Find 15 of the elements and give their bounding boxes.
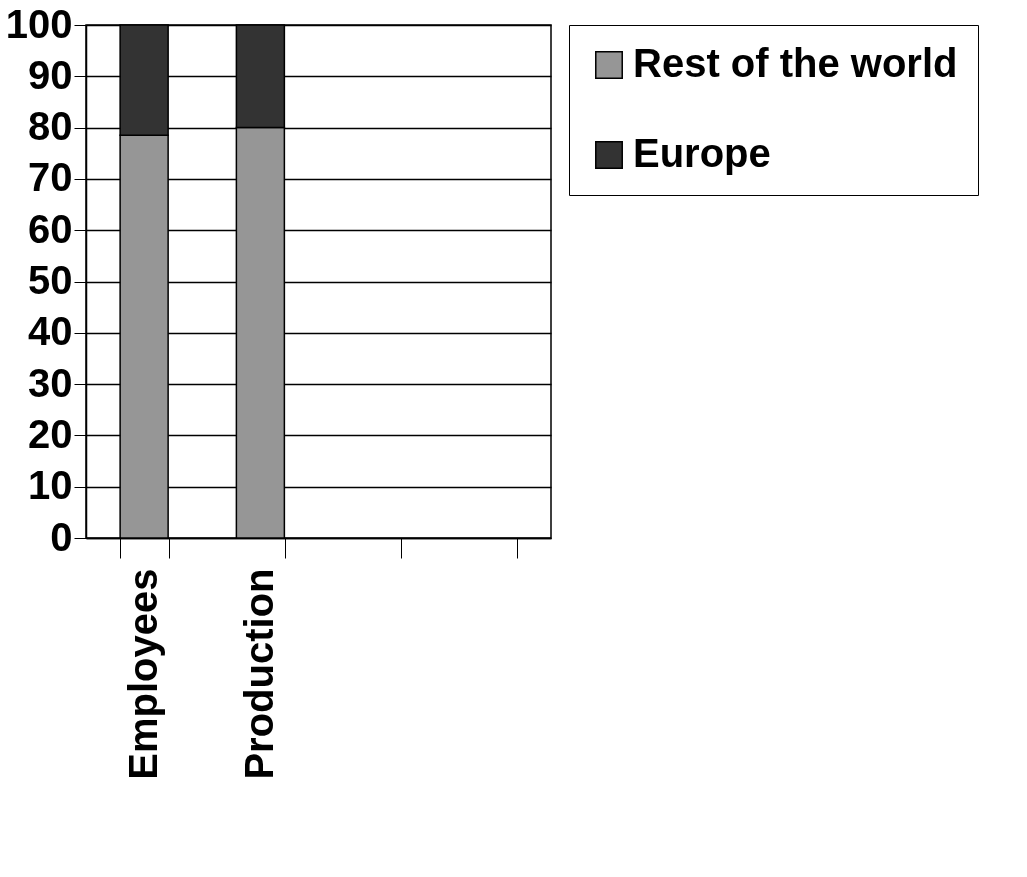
y-tick-label: 10 [28,463,73,508]
y-tick-label: 20 [28,411,73,456]
x-tick-label: Employees [120,568,165,780]
y-tick-label: 50 [28,258,73,302]
legend-label: Europe [633,131,771,175]
y-tick-label: 0 [50,514,73,559]
y-tick-label: 100 [5,1,73,46]
y-tick-label: 70 [28,155,73,200]
x-tick-label: Production [236,568,281,780]
y-tick-label: 30 [28,360,73,405]
legend-label: Rest of the world [633,41,958,85]
y-tick-label: 60 [28,206,73,251]
y-tick-label: 80 [28,104,73,149]
y-tick-label: 90 [28,52,73,97]
y-tick-label: 40 [28,309,73,354]
